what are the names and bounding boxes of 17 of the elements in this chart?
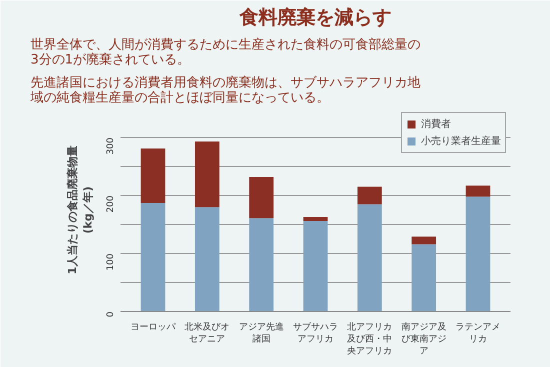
y-tick-label: 0: [106, 311, 116, 318]
y-tick-label: 200: [106, 195, 116, 213]
y-tick-label: 300: [106, 137, 116, 155]
y-tick-label: 100: [106, 253, 116, 271]
x-tick-label: 南アジア及び東南アジア: [401, 322, 446, 356]
text: 世界全体で、人間が消費するために生産された食料の可食部総量の3分の1が廃棄されている。: [30, 36, 420, 68]
chart-title: 食料廃棄を減らす: [238, 6, 392, 28]
x-tick-label: ラテンアメリカ: [456, 322, 500, 344]
legend-label: 消費者: [421, 118, 451, 131]
x-tick-label: 北米及びオセアニア: [184, 322, 230, 344]
legend-label: 小売り業者生産量: [421, 134, 501, 148]
x-tick-label: 北アフリカ及び西・中央アフリカ: [347, 322, 392, 356]
x-tick-label: ヨーロッパ: [130, 322, 176, 332]
x-tick-label: アジア先進諸国: [238, 322, 284, 344]
y-axis-title: 1人当たりの食品廃棄物量 (kg／年): [66, 146, 94, 274]
text: 先進諸国における消費者用食料の廃棄物は、サブサハラアフリカ地域の純食糧生産量の合計とほぼ同量になっている。: [30, 74, 420, 106]
x-tick-label: サブサハラアフリカ: [293, 322, 338, 344]
